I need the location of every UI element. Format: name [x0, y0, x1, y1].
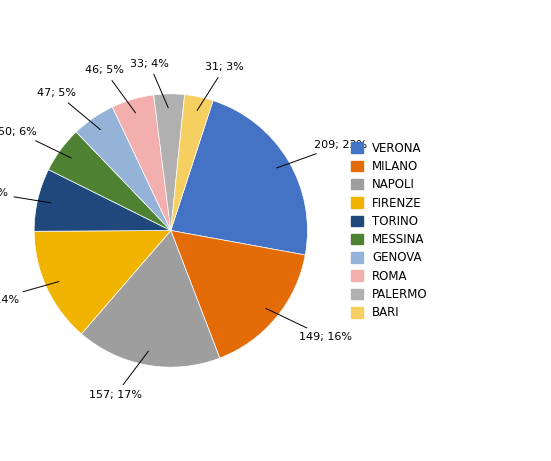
Wedge shape: [34, 230, 171, 334]
Wedge shape: [82, 230, 220, 367]
Wedge shape: [171, 95, 213, 230]
Text: 47; 5%: 47; 5%: [37, 88, 100, 130]
Wedge shape: [76, 107, 171, 230]
Wedge shape: [48, 132, 171, 230]
Legend: VERONA, MILANO, NAPOLI, FIRENZE, TORINO, MESSINA, GENOVA, ROMA, PALERMO, BARI: VERONA, MILANO, NAPOLI, FIRENZE, TORINO,…: [348, 138, 431, 323]
Text: 31; 3%: 31; 3%: [197, 62, 244, 111]
Text: 33; 4%: 33; 4%: [130, 59, 169, 108]
Text: 68; 7%: 68; 7%: [0, 188, 51, 203]
Wedge shape: [171, 230, 305, 358]
Wedge shape: [154, 94, 185, 230]
Text: 124; 14%: 124; 14%: [0, 282, 59, 305]
Text: 209; 23%: 209; 23%: [277, 140, 367, 168]
Text: 157; 17%: 157; 17%: [89, 351, 148, 400]
Text: 46; 5%: 46; 5%: [85, 65, 136, 113]
Wedge shape: [112, 95, 171, 230]
Wedge shape: [171, 100, 307, 255]
Text: 149; 16%: 149; 16%: [266, 308, 352, 342]
Wedge shape: [34, 170, 171, 231]
Text: 50; 6%: 50; 6%: [0, 127, 72, 158]
